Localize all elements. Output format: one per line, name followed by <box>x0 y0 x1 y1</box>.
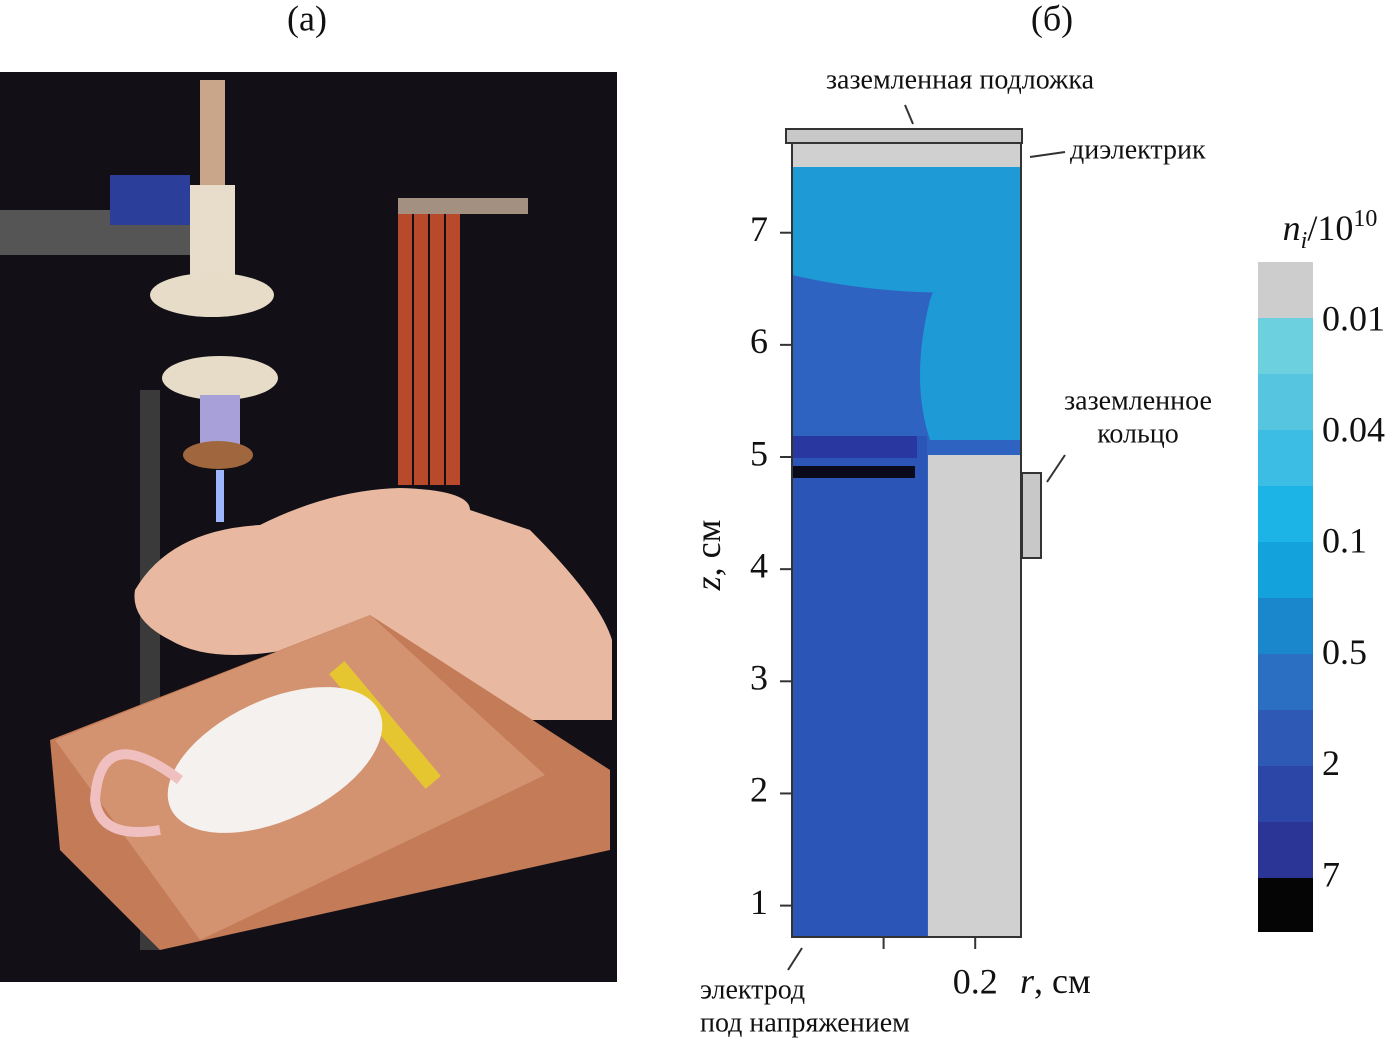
annotation: под напряжением <box>700 1007 910 1038</box>
contour-plot <box>785 104 1066 971</box>
exponent: 10 <box>1353 206 1377 232</box>
annotation: диэлектрик <box>1070 134 1206 165</box>
y-tick-label: 5 <box>750 433 768 473</box>
annotation: электрод <box>700 974 805 1005</box>
x-axis-label: r, см <box>1020 961 1091 1001</box>
colorbar-label: 0.01 <box>1322 298 1385 338</box>
y-tick-label: 6 <box>750 321 768 361</box>
axis-unit: , см <box>1034 961 1091 1001</box>
divider: /10 <box>1307 208 1353 248</box>
photo <box>0 72 617 982</box>
axis-variable: z <box>688 576 728 591</box>
y-tick-label: 2 <box>750 770 768 810</box>
colorbar-label: 0.04 <box>1322 409 1385 449</box>
colorbar <box>1258 262 1313 932</box>
colorbar-label: 2 <box>1322 743 1340 783</box>
y-tick-label: 1 <box>750 882 768 922</box>
axis-variable: r <box>1020 961 1035 1001</box>
y-tick-label: 7 <box>750 209 768 249</box>
symbol: n <box>1283 208 1301 248</box>
annotation: заземленное <box>1064 385 1212 416</box>
y-axis-label: z, см <box>688 520 728 592</box>
y-tick-label: 3 <box>750 658 768 698</box>
colorbar-label: 7 <box>1322 854 1340 894</box>
colorbar-title: ni/1010 <box>1283 206 1378 254</box>
axis-unit: , см <box>688 520 728 577</box>
panel-label: (а) <box>287 0 327 38</box>
annotation: кольцо <box>1097 418 1179 449</box>
colorbar-label: 0.1 <box>1322 521 1367 561</box>
annotation: заземленная подложка <box>826 64 1095 95</box>
subscript: i <box>1301 228 1308 254</box>
x-tick-label: 0.2 <box>953 961 998 1001</box>
colorbar-label: 0.5 <box>1322 632 1367 672</box>
y-tick-label: 4 <box>750 545 768 585</box>
panel-label: (б) <box>1031 0 1073 38</box>
